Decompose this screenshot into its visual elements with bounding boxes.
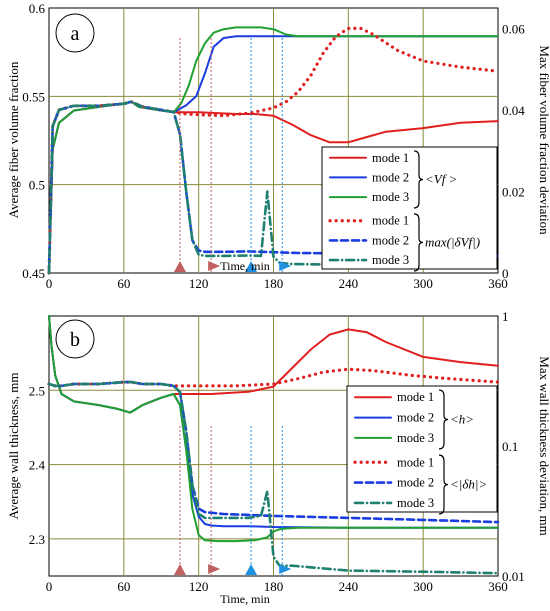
b-legend-box xyxy=(346,385,498,513)
a-y2-tick-label: 0.06 xyxy=(502,21,525,36)
a-x-tick-label: 0 xyxy=(46,276,53,291)
a-x-tick-label: 120 xyxy=(189,276,209,291)
b-x-tick-label: 240 xyxy=(339,579,359,594)
a-y-tick-label: 0.55 xyxy=(22,89,45,104)
b-legend-brace xyxy=(438,454,449,515)
panel-b-ylabel: Average wall thickness, mm xyxy=(6,372,21,519)
b-legend-group-symbol: <h> xyxy=(450,412,474,427)
b-x-tick-label: 60 xyxy=(117,579,130,594)
b-y2-tick-label: 1 xyxy=(502,309,509,324)
a-x-tick-label: 300 xyxy=(413,276,433,291)
b-series-avg-mode-3 xyxy=(48,315,499,543)
a-legend-label: mode 3 xyxy=(372,253,409,267)
a-legend-label: mode 3 xyxy=(372,190,409,204)
b-legend-label: mode 3 xyxy=(397,496,434,510)
b-marker-triangle xyxy=(173,564,186,575)
panel-b-label-circle xyxy=(55,319,95,359)
panel-b-label: b xyxy=(70,329,80,351)
b-legend-label: mode 1 xyxy=(397,390,434,404)
b-legend-label: mode 2 xyxy=(397,476,434,490)
a-series-dev-mode-1 xyxy=(47,26,500,275)
a-y-tick-label: 0.6 xyxy=(29,1,46,16)
a-x-tick-label: 180 xyxy=(264,276,284,291)
b-x-tick-label: 300 xyxy=(413,579,433,594)
a-y-tick-label: 0.5 xyxy=(29,178,45,193)
b-y2-tick-label: 0.1 xyxy=(502,439,518,454)
b-x-tick-label: 360 xyxy=(488,579,508,594)
a-marker-triangle xyxy=(279,261,292,271)
a-legend-group-symbol: max(|δVf|) xyxy=(425,234,480,249)
panel-a-legend: mode 1 mode 2 mode 3 mode 1 mode 2 mode 3 <Vf … xyxy=(321,146,498,272)
b-legend-group-symbol: <|δh|> xyxy=(450,477,487,492)
panel-a-label: a xyxy=(71,23,80,45)
a-marker-triangle xyxy=(245,261,258,272)
b-x-tick-label: 180 xyxy=(264,579,284,594)
panel-a-y2label: Max fiber volume fraction deviation xyxy=(537,45,550,235)
a-legend-box xyxy=(321,146,498,270)
b-marker-triangle xyxy=(245,564,258,575)
a-x-tick-label: 60 xyxy=(117,276,130,291)
b-marker-triangle xyxy=(279,564,292,574)
a-x-tick-label: 360 xyxy=(488,276,508,291)
a-legend-label: mode 1 xyxy=(372,214,409,228)
a-y2-tick-label: 0.02 xyxy=(502,184,525,199)
a-y-tick-label: 0.45 xyxy=(22,266,45,281)
a-legend-brace xyxy=(413,150,424,209)
a-marker-triangle xyxy=(173,261,186,272)
panel-b-y2label: Max wall thickness deviation, mm xyxy=(537,356,550,535)
panel-b-markers xyxy=(173,426,292,576)
a-legend-label: mode 2 xyxy=(372,170,409,184)
a-y2-tick-label: 0.04 xyxy=(502,103,525,118)
b-x-tick-label: 120 xyxy=(189,579,209,594)
b-x-tick-label: 0 xyxy=(46,579,53,594)
a-y2-tick-label: 0 xyxy=(502,266,509,281)
panel-a-markers xyxy=(173,38,292,273)
panel-b-ticks: 0 60 120 180 240 300 360 2.3 2.4 2.5 0.01 0.1 1 xyxy=(29,309,525,594)
panel-b-legend: mode 1 mode 2 mode 3 mode 1 mode 2 mode 3 <h> <… xyxy=(346,385,498,515)
b-y-tick-label: 2.5 xyxy=(29,383,45,398)
a-legend-brace xyxy=(413,213,424,272)
b-y2-tick-label: 0.01 xyxy=(502,569,525,584)
a-marker-triangle xyxy=(208,261,221,271)
b-marker-triangle xyxy=(208,564,221,574)
a-legend-group-symbol: <Vf > xyxy=(425,171,457,186)
panel-b-xlabel: Time, min xyxy=(220,592,270,606)
b-y-tick-label: 2.4 xyxy=(29,458,46,473)
panel-a: 0 60 120 180 240 300 360 0.45 0.5 0.55 0.6 0 0.02 0.0… xyxy=(6,1,550,291)
panel-b: 0 60 120 180 240 300 360 2.3 2.4 2.5 0.01 0.1 1 b Av… xyxy=(6,309,550,606)
panel-a-ylabel: Average fiber volume fraction xyxy=(6,61,21,218)
panel-a-xlabel: Time, min xyxy=(220,259,270,273)
a-x-tick-label: 240 xyxy=(339,276,359,291)
b-legend-label: mode 1 xyxy=(397,455,434,469)
b-legend-brace xyxy=(438,389,449,450)
panel-a-label-circle xyxy=(55,13,95,53)
a-legend-label: mode 2 xyxy=(372,233,409,247)
b-legend-label: mode 3 xyxy=(397,431,434,445)
b-y-tick-label: 2.3 xyxy=(29,532,45,547)
panel-a-ticks: 0 60 120 180 240 300 360 0.45 0.5 0.55 0.6 0 0.02 0.0… xyxy=(22,1,525,291)
a-legend-label: mode 1 xyxy=(372,151,409,165)
b-legend-label: mode 2 xyxy=(397,411,434,425)
